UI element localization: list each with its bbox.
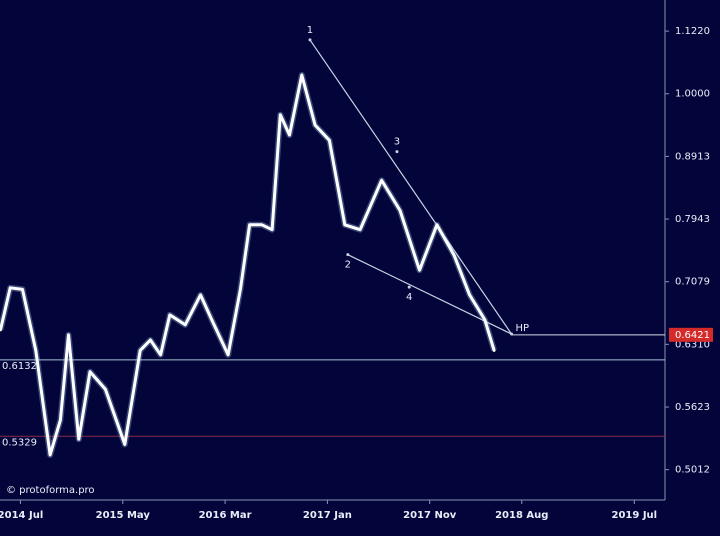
x-tick-label: 2017 Nov [403, 510, 457, 521]
wave-point [407, 285, 411, 289]
watermark: © protoforma.pro [6, 485, 95, 496]
x-tick-label: 2014 Jul [0, 510, 43, 521]
y-tick-label: 0.8913 [675, 151, 710, 162]
x-tick-label: 2017 Jan [303, 510, 352, 521]
wave-label: 2 [345, 260, 351, 271]
y-tick-label: 0.6310 [675, 339, 710, 350]
y-tick-label: 0.5012 [675, 465, 710, 476]
x-tick-label: 2018 Aug [495, 510, 548, 521]
wave-point [510, 332, 514, 336]
y-tick-label: 0.7079 [675, 277, 710, 288]
x-tick-label: 2016 Mar [199, 510, 252, 521]
wave-label: 3 [394, 137, 400, 148]
y-tick-label: 0.5623 [675, 402, 710, 413]
level-label: 0.5329 [2, 437, 37, 448]
wave-point [346, 253, 350, 257]
level-label: 0.6132 [2, 361, 37, 372]
wave-point [308, 38, 312, 42]
wave-label: 4 [406, 292, 412, 303]
wave-point [395, 150, 399, 154]
wave-label: 1 [307, 25, 313, 36]
y-tick-label: 1.1220 [675, 26, 710, 37]
wave-label: HP [516, 323, 530, 334]
y-tick-label: 1.0000 [675, 89, 710, 100]
trend-line [309, 39, 513, 335]
y-tick-label: 0.7943 [675, 214, 710, 225]
x-tick-label: 2015 May [96, 510, 151, 521]
price-label: 0.6421 [675, 330, 710, 341]
price-label-box [669, 327, 713, 342]
price-line [0, 73, 496, 457]
x-tick-label: 2019 Jul [612, 510, 658, 521]
